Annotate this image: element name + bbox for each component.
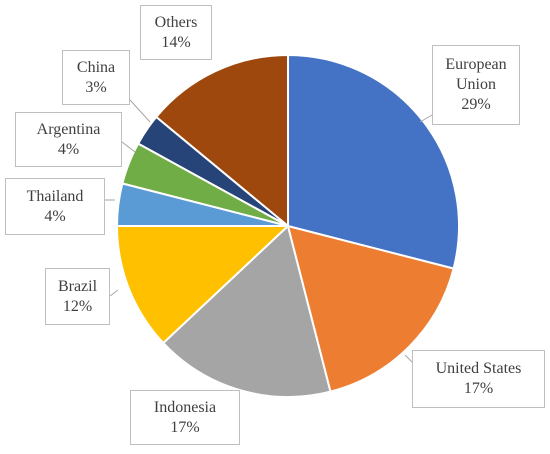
- category-label: China: [76, 58, 116, 76]
- category-label: European Union: [445, 56, 507, 93]
- category-label: Brazil: [57, 277, 98, 295]
- value-label: 12%: [62, 297, 93, 315]
- pie-slice: [161, 224, 332, 398]
- value-label: 17%: [463, 380, 494, 397]
- slice-label: European Union 29%: [432, 45, 520, 125]
- value-label: 14%: [161, 33, 191, 51]
- value-label: 29%: [461, 96, 491, 113]
- slice-label: Argentina 4%: [15, 112, 122, 167]
- pie-slice: [115, 225, 291, 345]
- pie-slice: [286, 224, 455, 393]
- leader-line: [129, 99, 151, 123]
- leader-line: [404, 354, 413, 363]
- leader-line: [419, 114, 433, 123]
- category-label: Argentina: [36, 120, 101, 138]
- slice-label: Brazil 12%: [45, 268, 110, 325]
- slice-label: Others 14%: [140, 5, 212, 60]
- value-label: 4%: [44, 207, 66, 225]
- slice-label: Thailand 4%: [5, 178, 105, 235]
- value-label: 3%: [85, 78, 107, 96]
- leader-lines: [105, 99, 433, 363]
- pie-slice: [154, 53, 289, 229]
- category-label: United States: [435, 360, 522, 377]
- value-label: 17%: [170, 418, 200, 436]
- slice-label: United States 17%: [412, 350, 545, 408]
- leader-line: [109, 289, 119, 297]
- slice-label: Indonesia 17%: [130, 390, 240, 445]
- category-label: Thailand: [26, 187, 84, 205]
- slice-label: China 3%: [62, 50, 130, 105]
- pie-slice: [287, 53, 460, 270]
- category-label: Others: [154, 13, 198, 31]
- category-label: Indonesia: [153, 398, 217, 416]
- leader-line: [121, 141, 136, 153]
- value-label: 4%: [57, 140, 80, 158]
